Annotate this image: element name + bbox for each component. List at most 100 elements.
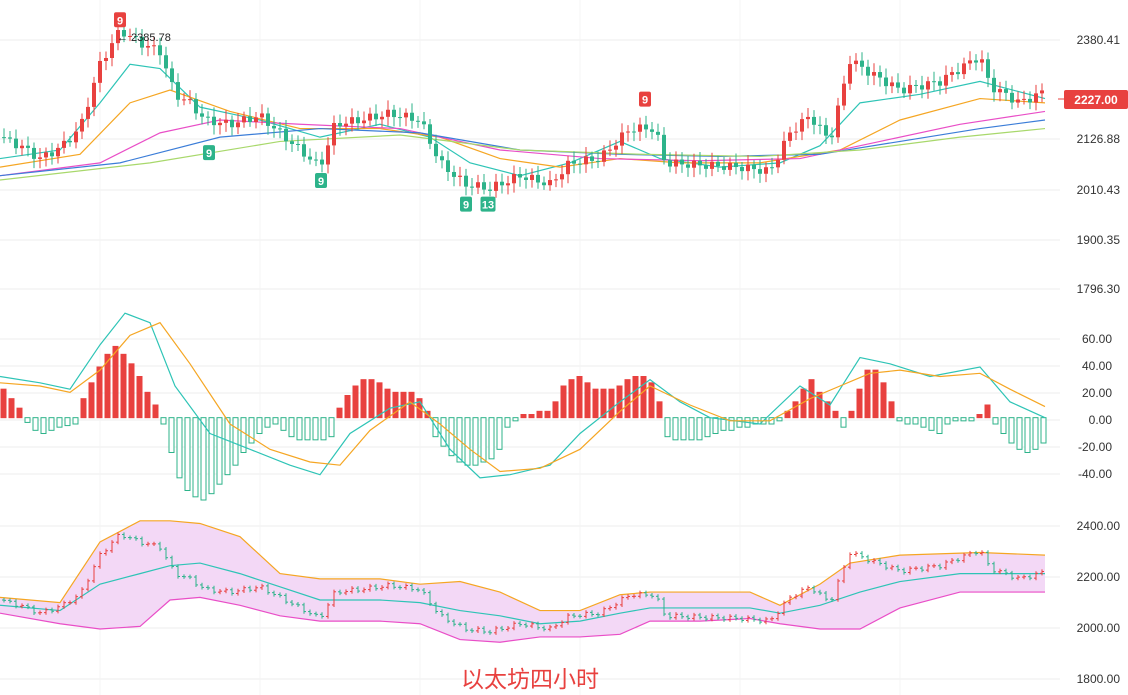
macd-bar — [408, 391, 415, 419]
macd-bar — [392, 391, 399, 419]
macd-bar — [0, 388, 7, 419]
macd-bar — [536, 410, 543, 419]
macd-bar — [608, 388, 615, 419]
candle-body — [482, 182, 486, 190]
macd-bar — [792, 401, 799, 419]
bollinger-lower — [0, 591, 1045, 643]
macd-bar — [88, 382, 95, 419]
candle-body — [992, 77, 996, 93]
candle-body — [668, 160, 672, 167]
macd-bar — [176, 417, 183, 479]
candle-body — [722, 166, 726, 170]
candle-body — [1040, 90, 1044, 94]
candle-body — [548, 180, 552, 186]
candle-body — [896, 82, 900, 88]
candle-body — [14, 138, 18, 149]
chart-caption: 以太坊四小时 — [461, 667, 599, 693]
candle-body — [1034, 93, 1038, 103]
candle-body — [428, 124, 432, 144]
candle-body — [344, 123, 348, 127]
candle-body — [602, 150, 606, 162]
macd-bar — [600, 388, 607, 419]
candle-body — [860, 60, 864, 67]
signal-marker — [639, 91, 651, 107]
candle-body — [536, 174, 540, 183]
macd-bar — [80, 398, 87, 419]
candle-body — [644, 124, 648, 130]
bollinger-upper — [0, 520, 1046, 612]
candle-body — [764, 167, 768, 174]
bollinger-band-fill — [0, 520, 1045, 643]
candle-body — [32, 147, 36, 159]
macd-bar — [864, 369, 871, 419]
candle-body — [296, 143, 300, 145]
candle-body — [560, 174, 564, 180]
candle-body — [566, 160, 570, 175]
macd-bar — [952, 417, 959, 422]
signal-marker-label: 9 — [463, 200, 469, 212]
candle-body — [440, 156, 444, 161]
macd-bar — [776, 417, 783, 422]
candle-body — [386, 109, 390, 117]
ma-line — [0, 63, 1046, 177]
candle-body — [398, 117, 402, 119]
candle-body — [284, 128, 288, 142]
macd-bar — [360, 379, 367, 419]
candle-body — [170, 68, 174, 83]
candle-body — [554, 179, 558, 181]
candle-body — [392, 109, 396, 118]
macd-bar — [856, 388, 863, 419]
candle-body — [1004, 89, 1008, 93]
signal-marker — [480, 196, 496, 212]
candle-body — [638, 124, 642, 132]
macd-bar — [848, 410, 855, 419]
candle-body — [356, 117, 360, 124]
candle-body — [272, 125, 276, 129]
candle-body — [410, 112, 414, 121]
candle-body — [314, 159, 318, 161]
signal-marker — [315, 173, 327, 188]
candle-body — [44, 152, 48, 158]
ma-line — [0, 119, 1046, 177]
macd-bar — [280, 417, 287, 431]
candle-body — [1022, 98, 1026, 100]
macd-bar — [504, 417, 511, 428]
candle-body — [818, 124, 822, 126]
signal-marker — [203, 145, 215, 161]
candle-body — [62, 140, 66, 148]
candle-body — [218, 122, 222, 126]
price-tick-label: 2126.88 — [1077, 132, 1121, 146]
bollinger-tick-label: 2400.00 — [1077, 519, 1121, 533]
macd-bar — [344, 395, 351, 419]
candle-body — [74, 131, 78, 143]
candle-body — [176, 82, 180, 100]
last-price-label: 2227.00 — [1074, 93, 1118, 107]
macd-bar — [928, 417, 935, 431]
candle-body — [1010, 92, 1014, 103]
macd-bar — [584, 382, 591, 419]
candle-body — [302, 144, 306, 157]
candle-body — [26, 145, 30, 148]
candle-body — [878, 72, 882, 78]
candle-body — [38, 157, 42, 159]
macd-bar — [896, 417, 903, 422]
macd-bar — [880, 382, 887, 419]
macd-bar — [824, 401, 831, 419]
candle-body — [80, 118, 84, 132]
macd-bar — [448, 417, 455, 457]
candle-body — [830, 135, 834, 138]
macd-bar — [840, 417, 847, 428]
candle-body — [416, 120, 420, 122]
macd-bar — [624, 379, 631, 419]
macd-bar — [1024, 417, 1031, 453]
macd-bar — [320, 417, 327, 441]
candle-body — [320, 159, 324, 165]
price-tick-label: 2010.43 — [1077, 183, 1121, 197]
macd-bar — [728, 417, 735, 431]
candle-body — [530, 174, 534, 180]
candle-body — [494, 181, 498, 191]
candle-body — [776, 159, 780, 168]
macd-tick-label: 0.00 — [1089, 413, 1113, 427]
macd-bar — [368, 379, 375, 419]
